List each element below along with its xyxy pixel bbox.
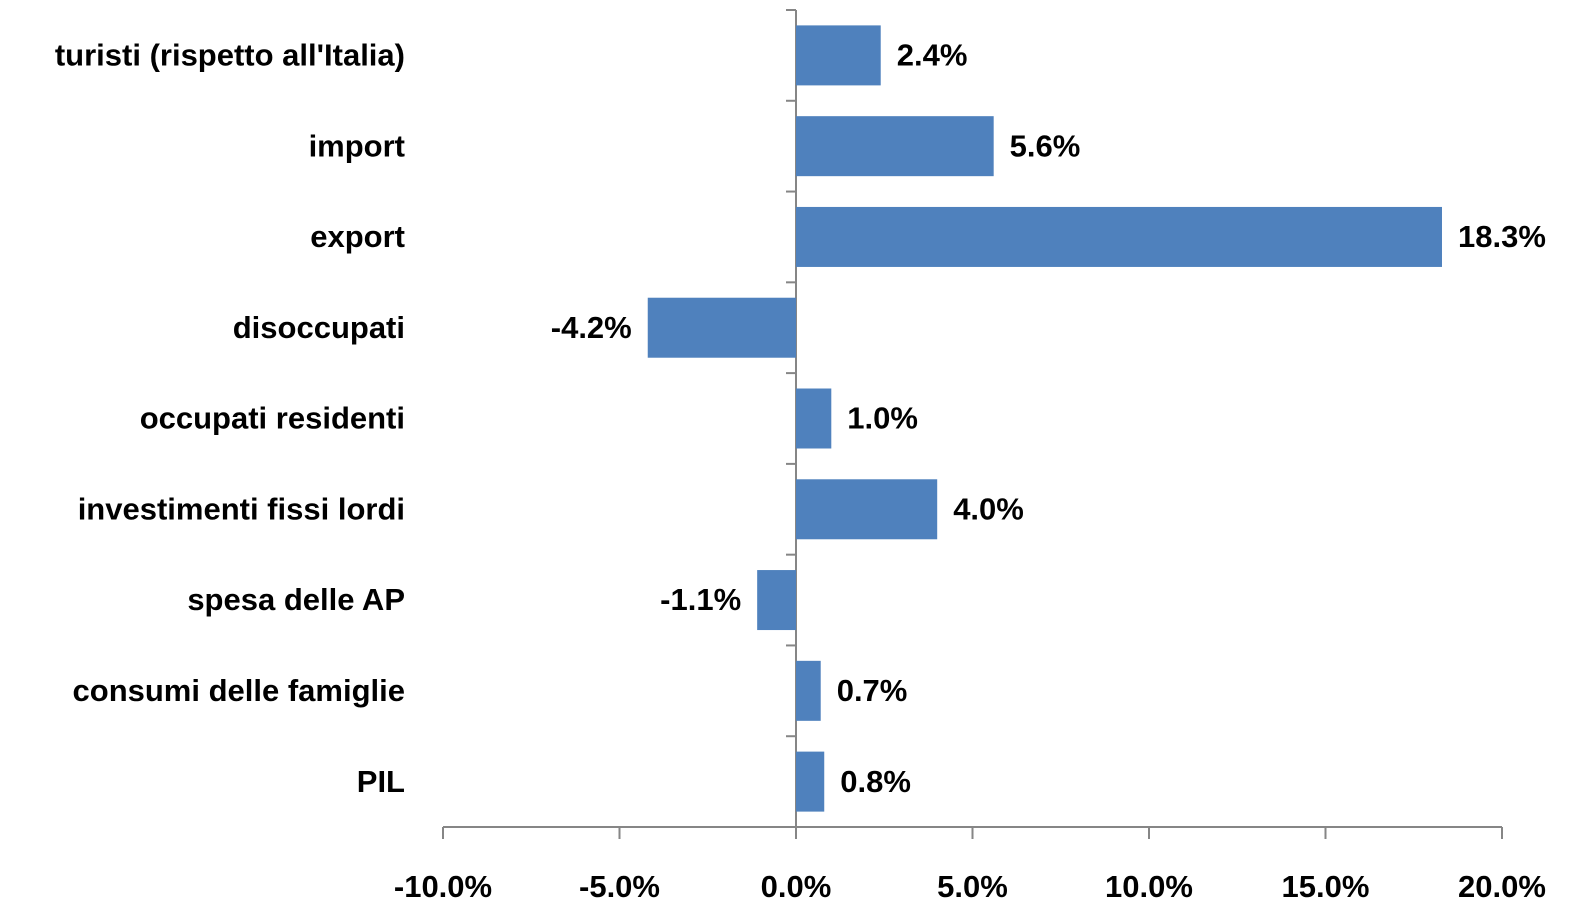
- category-label: consumi delle famiglie: [73, 673, 405, 708]
- bar: [796, 751, 825, 812]
- value-label: 4.0%: [953, 491, 1024, 526]
- bar: [796, 388, 832, 449]
- x-tick-label: 15.0%: [1282, 869, 1370, 904]
- category-label: import: [309, 128, 405, 163]
- x-tick-label: 20.0%: [1458, 869, 1546, 904]
- category-label: disoccupati: [233, 310, 405, 345]
- value-label: 0.7%: [837, 673, 908, 708]
- x-tick-label: 10.0%: [1105, 869, 1193, 904]
- value-label: -4.2%: [551, 310, 632, 345]
- value-label: 18.3%: [1458, 219, 1546, 254]
- x-tick-label: 0.0%: [761, 869, 832, 904]
- x-tick-label: 5.0%: [937, 869, 1008, 904]
- bar: [796, 116, 994, 177]
- bar: [647, 297, 796, 358]
- bar: [796, 206, 1442, 267]
- bar: [796, 660, 821, 721]
- x-tick-label: -10.0%: [394, 869, 492, 904]
- category-label: turisti (rispetto all'Italia): [55, 38, 405, 73]
- bar: [796, 25, 881, 86]
- category-label: spesa delle AP: [187, 582, 405, 617]
- bar: [757, 570, 796, 631]
- category-label: occupati residenti: [140, 401, 405, 436]
- category-label: PIL: [357, 764, 405, 799]
- value-label: 0.8%: [840, 764, 911, 799]
- value-label: 1.0%: [847, 401, 918, 436]
- category-label: export: [310, 219, 405, 254]
- category-label: investimenti fissi lordi: [78, 491, 405, 526]
- value-label: 5.6%: [1010, 128, 1081, 163]
- bar: [796, 479, 938, 540]
- x-tick-label: -5.0%: [579, 869, 660, 904]
- value-label: -1.1%: [660, 582, 741, 617]
- value-label: 2.4%: [897, 38, 968, 73]
